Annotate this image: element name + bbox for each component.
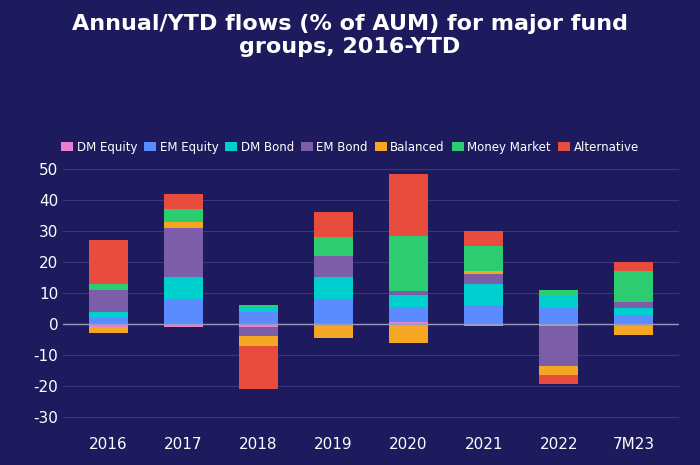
Bar <box>239 306 278 308</box>
Legend: DM Equity, EM Equity, DM Bond, EM Bond, Balanced, Money Market, Alternative: DM Equity, EM Equity, DM Bond, EM Bond, … <box>57 136 643 159</box>
Bar <box>164 324 203 327</box>
Bar <box>539 366 578 375</box>
Bar <box>464 246 503 271</box>
Bar <box>464 231 503 246</box>
Bar <box>615 326 654 335</box>
Text: Annual/YTD flows (% of AUM) for major fund
groups, 2016-YTD: Annual/YTD flows (% of AUM) for major fu… <box>72 14 628 57</box>
Bar <box>464 274 503 284</box>
Bar <box>464 324 503 325</box>
Bar <box>615 315 654 324</box>
Bar <box>239 336 278 345</box>
Bar <box>389 294 428 307</box>
Bar <box>88 324 127 327</box>
Bar <box>164 228 203 278</box>
Bar <box>615 262 654 271</box>
Bar <box>239 312 278 324</box>
Bar <box>389 173 428 236</box>
Bar <box>88 318 127 324</box>
Bar <box>239 345 278 389</box>
Bar <box>615 324 654 325</box>
Bar <box>314 256 353 278</box>
Bar <box>164 194 203 209</box>
Bar <box>88 284 127 290</box>
Bar <box>314 299 353 324</box>
Bar <box>314 278 353 299</box>
Bar <box>314 326 353 338</box>
Bar <box>88 312 127 318</box>
Bar <box>539 296 578 308</box>
Bar <box>464 284 503 306</box>
Bar <box>389 292 428 294</box>
Bar <box>615 308 654 315</box>
Bar <box>314 324 353 325</box>
Bar <box>88 327 127 333</box>
Bar <box>239 327 278 336</box>
Bar <box>615 271 654 302</box>
Bar <box>164 278 203 299</box>
Bar <box>464 271 503 274</box>
Bar <box>539 290 578 296</box>
Bar <box>239 324 278 327</box>
Bar <box>314 237 353 256</box>
Bar <box>389 324 428 343</box>
Bar <box>389 322 428 324</box>
Bar <box>239 308 278 312</box>
Bar <box>615 302 654 308</box>
Bar <box>539 326 578 366</box>
Bar <box>164 299 203 324</box>
Bar <box>164 209 203 222</box>
Bar <box>164 222 203 228</box>
Bar <box>389 236 428 292</box>
Bar <box>389 307 428 322</box>
Bar <box>539 324 578 325</box>
Bar <box>539 308 578 324</box>
Bar <box>88 290 127 312</box>
Bar <box>314 213 353 237</box>
Bar <box>88 240 127 284</box>
Bar <box>539 375 578 385</box>
Bar <box>464 306 503 324</box>
